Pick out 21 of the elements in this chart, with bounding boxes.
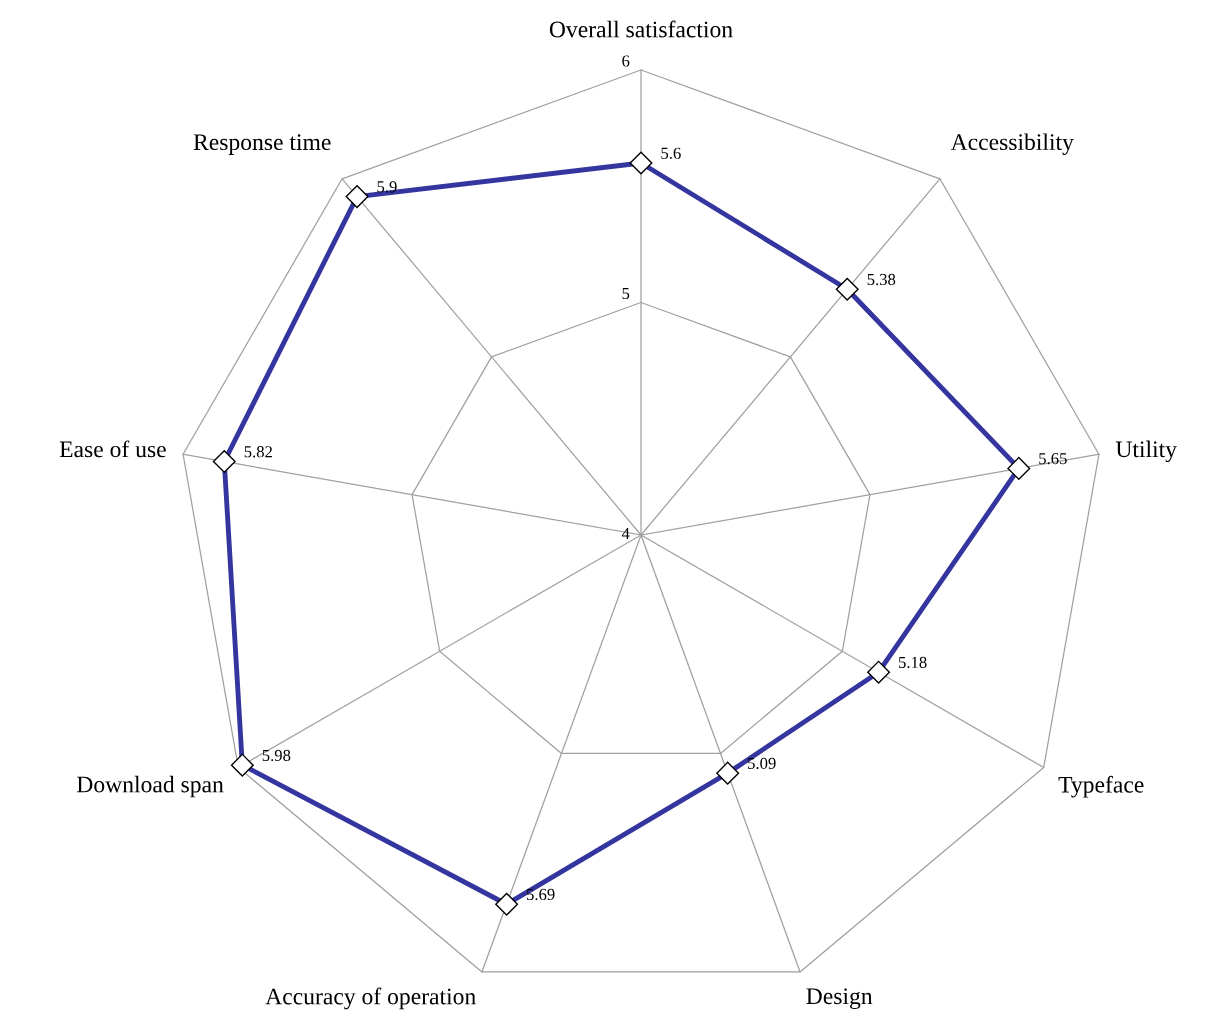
spoke-label: Utility: [1115, 440, 1177, 463]
spoke-label: Accuracy of operation: [265, 987, 476, 1010]
data-label: 5.98: [262, 749, 291, 762]
y-tick-label: 4: [621, 528, 630, 540]
data-label: 5.18: [899, 656, 927, 669]
spoke-label: Accessibility: [950, 133, 1074, 155]
spoke-label: Design: [806, 988, 873, 1010]
data-label: 5.9: [377, 181, 397, 193]
data-label: 5.82: [244, 446, 272, 458]
data-label: 5.69: [527, 888, 555, 901]
y-tick-label: 6: [622, 55, 630, 67]
data-label: 5.38: [867, 273, 896, 286]
data-label: 5.6: [661, 147, 681, 159]
spoke-label: Response time: [193, 134, 331, 155]
data-label: 5.65: [1039, 453, 1067, 465]
spoke-label: Download span: [76, 775, 224, 798]
data-label: 5.09: [748, 757, 776, 770]
spoke-label: Typeface: [1058, 775, 1144, 798]
spoke-label: Ease of use: [59, 440, 166, 458]
y-tick-label: 5: [622, 288, 630, 300]
spoke-label: Overall satisfaction: [549, 20, 733, 38]
